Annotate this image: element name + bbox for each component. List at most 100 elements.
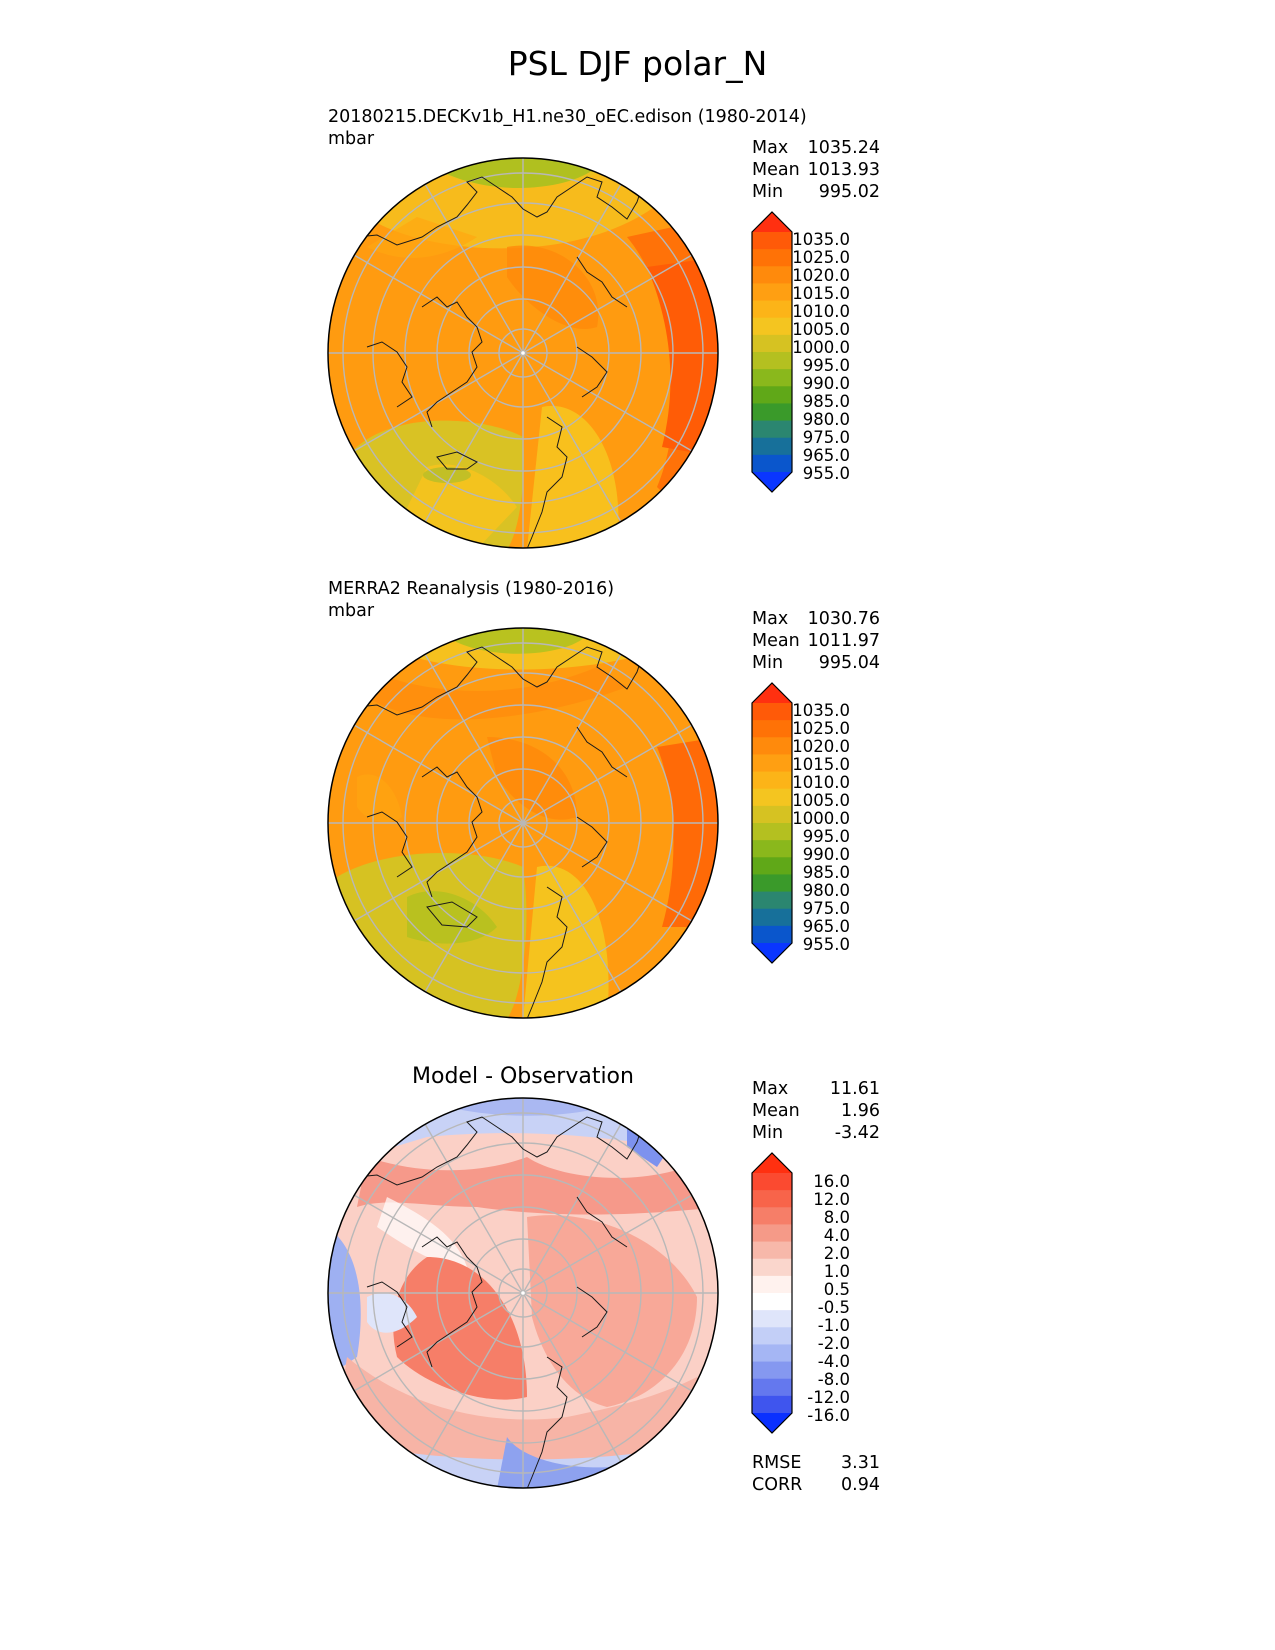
panel-diff-metrics: RMSE 3.31 CORR 0.94 [752,1452,880,1496]
polar-map-diff [327,1097,719,1489]
panel-model-stats: Max 1035.24 Mean 1013.93 Min 995.02 [752,137,880,203]
colorbar-segment [752,1173,792,1191]
colorbar-segment [752,771,792,790]
colorbar-label: 1015.0 [792,284,850,303]
metric-rmse: RMSE 3.31 [752,1453,880,1473]
colorbar-segment [752,1241,792,1260]
panel-obs-units: mbar [328,601,375,621]
stat-min: Min -3.42 [752,1123,880,1143]
colorbar-segment [752,823,792,841]
colorbar-obs-labels: 1035.0 1025.0 1020.0 1015.0 1010.0 1005.… [786,702,850,954]
colorbar-label: 995.0 [802,827,850,846]
colorbar-segment [752,874,792,893]
panel-diff-title: Model - Observation [412,1064,634,1089]
colorbar-label: 8.0 [823,1208,850,1227]
colorbar-label: 1005.0 [792,791,850,810]
colorbar-segment [752,703,792,721]
colorbar-segment [752,840,792,858]
stat-max: Max 1035.24 [752,138,880,158]
metric-corr: CORR 0.94 [752,1475,880,1495]
colorbar-label: -2.0 [817,1334,850,1353]
colorbar-segment [752,857,792,876]
stat-mean: Mean 1013.93 [752,160,880,180]
colorbar-segment [752,737,792,756]
colorbar-extend-max [752,683,792,703]
panel-obs-stats: Max 1030.76 Mean 1011.97 Min 995.04 [752,608,880,674]
colorbar-label: 1015.0 [792,755,850,774]
colorbar-label: -1.0 [817,1316,850,1335]
colorbar-segment [752,403,792,422]
colorbar-segment [752,352,792,370]
stat-max: Max 11.61 [752,1079,880,1099]
colorbar-diff-labels: 16.0 12.0 8.0 4.0 2.0 1.0 0.5 -0.5 -1.0 … [786,1173,850,1425]
colorbar-segment [752,1258,792,1277]
stat-min: Min 995.04 [752,653,880,673]
colorbar-extend-max [752,1153,792,1173]
colorbar-segment [752,266,792,285]
colorbar-outline [751,211,793,493]
colorbar-label: 990.0 [802,374,850,393]
colorbar-label: 985.0 [802,863,850,882]
colorbar-segment [752,891,792,910]
colorbar-label: 955.0 [802,935,850,954]
colorbar-segment [752,1275,792,1294]
panel-model-title: 20180215.DECKv1b_H1.ne30_oEC.edison (198… [328,106,807,150]
colorbar-label: 975.0 [802,899,850,918]
colorbar-label: 2.0 [823,1244,850,1263]
colorbar-segment [752,1344,792,1363]
colorbar-segment [752,1378,792,1397]
colorbar-label: 1035.0 [792,230,850,249]
polar-map-obs [327,627,719,1019]
colorbar-label: 1010.0 [792,773,850,792]
colorbar-label: 1000.0 [792,809,850,828]
colorbar-segment [752,1207,792,1226]
colorbar-label: 985.0 [802,392,850,411]
colorbar-label: -12.0 [807,1388,850,1407]
colorbar-label: 1000.0 [792,338,850,357]
colorbar-label: -16.0 [807,1406,850,1425]
colorbar-label: 955.0 [802,464,850,483]
colorbar-extend-min [752,472,792,492]
panel-diff-stats: Max 11.61 Mean 1.96 Min -3.42 [752,1078,880,1144]
colorbar-segment [752,454,792,473]
colorbar-label: 990.0 [802,845,850,864]
colorbar-segment [752,369,792,387]
colorbar-label: 1035.0 [792,701,850,720]
colorbar-segment [752,754,792,773]
colorbar-extend-min [752,1413,792,1433]
colorbar-label: 1025.0 [792,719,850,738]
colorbar-segment [752,249,792,267]
colorbar-label: -4.0 [817,1352,850,1371]
colorbar-label: 1025.0 [792,248,850,267]
panel-obs-title: MERRA2 Reanalysis (1980-2016) mbar [328,578,614,622]
colorbar-label: -0.5 [817,1298,850,1317]
colorbar-extend-min [752,943,792,963]
colorbar-label: 980.0 [802,410,850,429]
colorbar-segment [752,1361,792,1380]
colorbar-label: 1005.0 [792,320,850,339]
colorbar-segment [752,1395,792,1414]
stat-mean: Mean 1011.97 [752,631,880,651]
colorbar-segment [752,925,792,944]
colorbar-segment [752,1327,792,1346]
colorbar-label: 0.5 [823,1280,850,1299]
colorbar-label: 965.0 [802,446,850,465]
colorbar-label: 4.0 [823,1226,850,1245]
colorbar-segment [752,908,792,927]
stat-max: Max 1030.76 [752,609,880,629]
colorbar-label: 12.0 [813,1190,850,1209]
colorbar-segment [752,300,792,319]
colorbar-diff [751,1152,793,1434]
colorbar-segment [752,805,792,824]
colorbar-obs [751,682,793,964]
colorbar-segment [752,232,792,250]
colorbar-outline [751,682,793,964]
colorbar-label: 975.0 [802,428,850,447]
stat-min: Min 995.02 [752,182,880,202]
colorbar-segment [752,420,792,439]
polar-map-model [327,157,719,549]
panel-model-units: mbar [328,129,375,149]
colorbar-label: 1010.0 [792,302,850,321]
colorbar-model-labels: 1035.0 1025.0 1020.0 1015.0 1010.0 1005.… [786,231,850,483]
colorbar-label: -8.0 [817,1370,850,1389]
